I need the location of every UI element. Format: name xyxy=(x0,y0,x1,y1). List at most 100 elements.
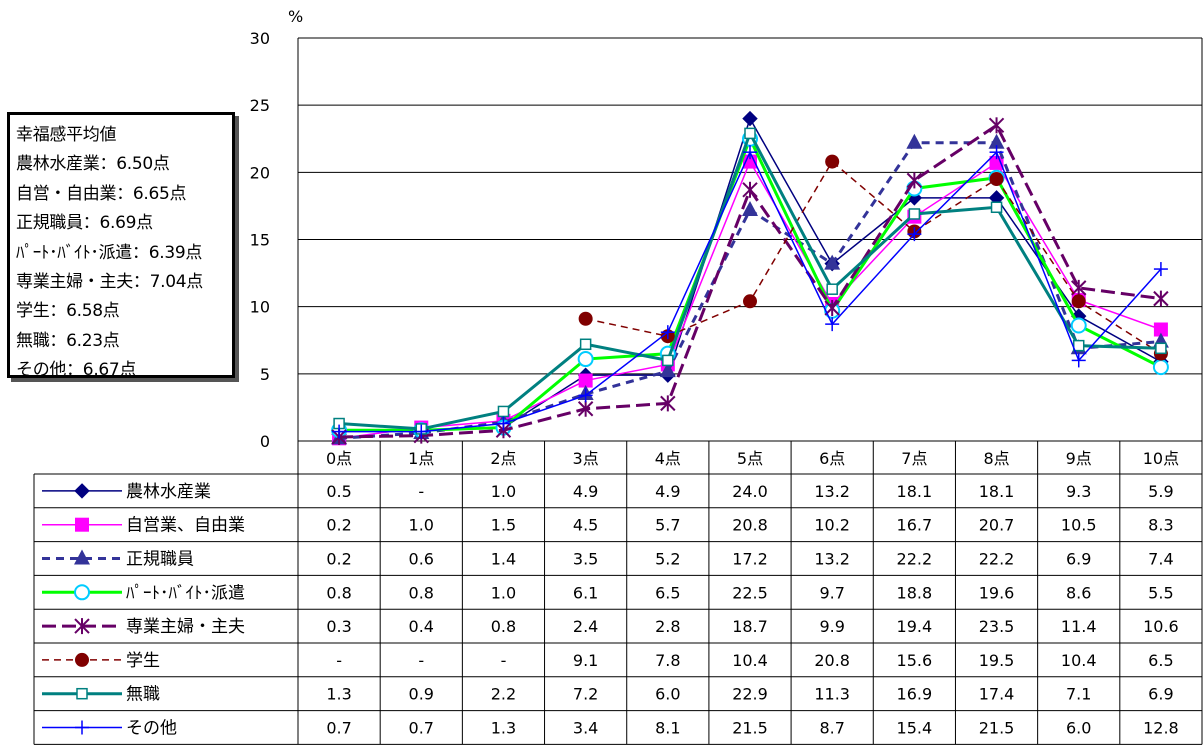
table-cell-value: 7.8 xyxy=(655,651,680,670)
data-point xyxy=(1071,353,1086,368)
summary-line-2: 自営・自由業：6.65点 xyxy=(16,183,187,204)
data-point xyxy=(1153,290,1169,307)
table-cell-value: 7.4 xyxy=(1148,550,1173,569)
table-cell-value: 6.0 xyxy=(1066,719,1091,738)
data-point xyxy=(742,181,758,198)
legend-key xyxy=(42,584,122,601)
table-cell-value: 18.8 xyxy=(897,583,933,602)
legend-label: 学生 xyxy=(126,651,160,671)
table-cell-value: 24.0 xyxy=(732,482,768,501)
table-cell-value: 0.8 xyxy=(409,583,434,602)
table-cell-value: 4.9 xyxy=(573,482,598,501)
table-cell-value: 16.9 xyxy=(897,685,933,704)
data-point xyxy=(578,373,593,388)
data-point xyxy=(577,400,594,417)
data-point xyxy=(744,127,756,140)
summary-line-4: ﾊﾟｰﾄ･ﾊﾞｲﾄ･派遣：6.39点 xyxy=(16,242,203,263)
table-cell-value: 21.5 xyxy=(979,719,1015,738)
table-cell-value: 5.2 xyxy=(655,550,680,569)
data-point xyxy=(1153,322,1168,337)
table-cell-value: 0.8 xyxy=(326,583,351,602)
table-cell-value: 18.1 xyxy=(979,482,1015,501)
x-tick-label: 0点 xyxy=(326,449,352,468)
data-point xyxy=(578,388,593,403)
data-point xyxy=(74,618,90,635)
table-cell-value: 8.1 xyxy=(655,719,680,738)
summary-line-7: 無職：6.23点 xyxy=(16,330,120,351)
table-cell-value: 6.5 xyxy=(1148,651,1173,670)
data-point xyxy=(577,351,594,368)
summary-line-1: 農林水産業：6.50点 xyxy=(16,154,170,175)
legend-key xyxy=(42,483,122,499)
table-cell-value: 20.8 xyxy=(732,516,768,535)
x-tick-label: 4点 xyxy=(655,449,681,468)
table-cell-value: 1.0 xyxy=(491,583,516,602)
x-tick-label: 8点 xyxy=(983,449,1009,468)
data-point xyxy=(496,416,511,431)
data-point xyxy=(989,145,1004,160)
table-cell-value: 19.5 xyxy=(979,651,1015,670)
table-cell-value: 1.5 xyxy=(491,516,516,535)
table-cell-value: 0.6 xyxy=(409,550,434,569)
data-point xyxy=(414,424,429,439)
table-cell-value: 10.4 xyxy=(1061,651,1097,670)
table-cell-value: 4.9 xyxy=(655,482,680,501)
data-point xyxy=(660,325,675,340)
table-cell-value: 5.5 xyxy=(1148,583,1173,602)
data-point xyxy=(497,405,510,418)
data-point xyxy=(1071,294,1086,309)
table-cell-value: 22.9 xyxy=(732,685,768,704)
table-cell-value: 22.5 xyxy=(732,583,768,602)
y-tick-label: 20 xyxy=(250,163,270,182)
series-8 xyxy=(332,145,1168,439)
data-point xyxy=(906,172,923,189)
table-cell-value: 6.0 xyxy=(655,685,680,704)
series-line xyxy=(338,129,1161,431)
data-point xyxy=(74,549,90,565)
table-cell-value: 6.1 xyxy=(573,583,598,602)
data-point xyxy=(988,133,1005,149)
table-cell-value: 8.6 xyxy=(1066,583,1091,602)
legend-key xyxy=(42,720,122,735)
data-point xyxy=(579,338,592,351)
table-cell-value: - xyxy=(501,651,507,670)
table-cell-value: 20.7 xyxy=(979,516,1015,535)
table-cell-value: 10.2 xyxy=(814,516,850,535)
table-cell-value: 1.3 xyxy=(491,719,516,738)
table-cell-value: 10.6 xyxy=(1143,617,1179,636)
table-cell-value: 15.4 xyxy=(897,719,933,738)
table-cell-value: 0.5 xyxy=(326,482,351,501)
data-point xyxy=(75,720,89,735)
table-cell-value: 22.2 xyxy=(979,550,1015,569)
table-cell-value: 6.9 xyxy=(1148,685,1173,704)
x-tick-label: 10点 xyxy=(1143,449,1179,468)
data-point xyxy=(743,294,757,309)
average-happiness-box: 幸福感平均値 農林水産業：6.50点 自営・自由業：6.65点 正規職員：6.6… xyxy=(7,112,235,380)
table-cell-value: 2.4 xyxy=(573,617,598,636)
data-point xyxy=(1072,339,1085,352)
legend-key xyxy=(42,687,122,700)
summary-line-5: 専業主婦・主夫：7.04点 xyxy=(16,272,203,293)
legend-key xyxy=(42,618,122,635)
legend-key xyxy=(42,652,122,667)
x-tick-label: 2点 xyxy=(490,449,516,468)
table-cell-value: 1.0 xyxy=(409,516,434,535)
table-cell-value: 8.7 xyxy=(819,719,844,738)
table-cell-value: - xyxy=(336,651,342,670)
table-cell-value: 0.7 xyxy=(409,719,434,738)
x-tick-label: 9点 xyxy=(1066,449,1092,468)
x-tick-label: 1点 xyxy=(408,449,434,468)
table-cell-value: 15.6 xyxy=(897,651,933,670)
y-tick-label: 15 xyxy=(250,231,270,250)
legend-label: その他 xyxy=(126,719,177,739)
table-cell-value: 11.4 xyxy=(1061,617,1097,636)
x-tick-label: 3点 xyxy=(573,449,599,468)
table-cell-value: 13.2 xyxy=(814,550,850,569)
data-point xyxy=(76,687,88,700)
table-cell-value: - xyxy=(418,651,424,670)
summary-title: 幸福感平均値 xyxy=(16,125,117,145)
data-point xyxy=(907,227,922,242)
y-tick-label: 0 xyxy=(260,432,270,451)
table-cell-value: 22.2 xyxy=(897,550,933,569)
